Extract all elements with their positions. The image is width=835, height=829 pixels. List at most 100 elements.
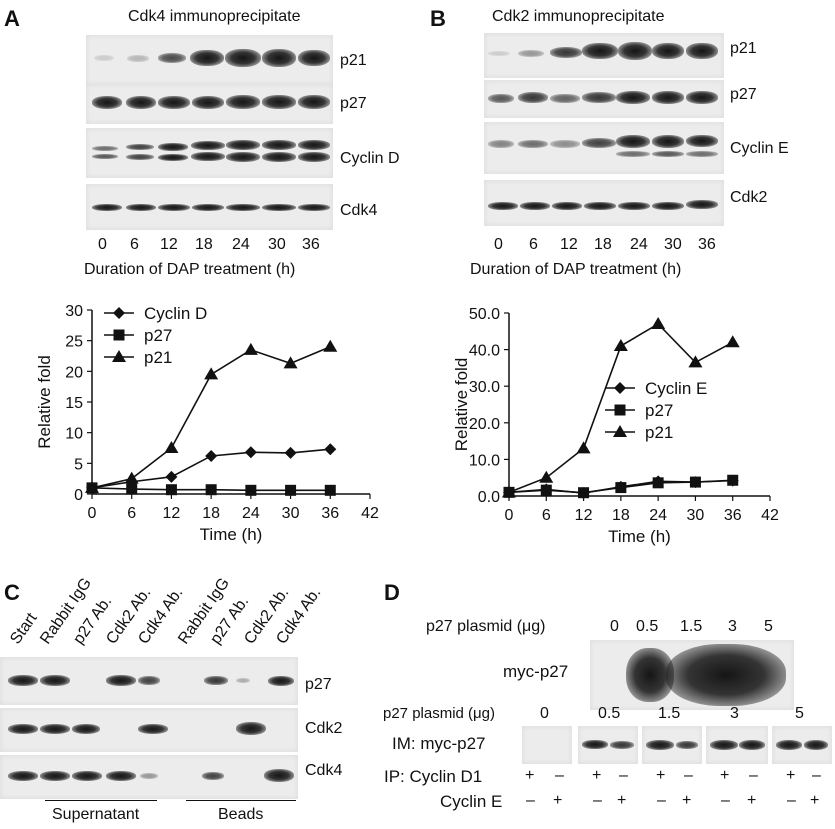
right-xtick-label-5: 30 [687,507,705,524]
d-bottom-dose-15: 1.5 [658,705,681,722]
cyc-sign-6: + [682,792,692,809]
right-ytick-label-5: 50.0 [469,306,500,323]
group-label-beads: Beads [218,806,264,823]
right-xtick-label-2: 12 [575,507,593,524]
blot-b-label-p27: p27 [730,86,757,103]
right-ylabel: Relative fold [452,358,471,452]
blot-a-p27 [86,84,333,124]
blot-c-label-cdk2: Cdk2 [305,720,343,737]
d-bottom-dose-3: 3 [730,705,739,722]
d-bottom-dose-0: 0 [540,705,549,722]
d-top-dose-15: 1.5 [680,618,703,635]
left-ytick-label-6: 30 [65,303,83,320]
ip-sign-4: – [619,767,628,784]
blot-a-label-p27: p27 [340,95,367,112]
lane-b-12: 12 [560,236,578,253]
d-top-blot-label: myc-p27 [503,662,569,681]
right-xtick-label-0: 0 [505,507,514,524]
lane-b-6: 6 [529,236,538,253]
right-legend-label-0: Cyclin E [645,379,707,398]
d-bottom-dose-5: 5 [795,705,804,722]
left-point-2-3 [204,367,219,380]
left-point-1-3 [205,484,217,496]
left-point-1-2 [165,484,177,496]
right-xtick-label-7: 42 [761,507,779,524]
d-bottom-dose-05: 0.5 [598,705,621,722]
cyc-sign-5: – [657,792,666,809]
right-ytick-label-0: 0.0 [478,489,500,506]
left-point-2-2 [164,441,179,453]
right-point-2-6 [725,335,740,348]
left-ytick-label-1: 5 [74,456,83,473]
left-xtick-label-7: 42 [361,505,379,522]
panel-a-xlabel: Duration of DAP treatment (h) [84,261,296,278]
lane-a-30: 30 [268,236,286,253]
right-point-2-4 [651,316,666,329]
left-legend-marker-2 [112,350,126,362]
right-xlabel: Time (h) [608,527,671,546]
blot-d-dose-15 [642,726,702,764]
blot-a-cdk4 [86,184,333,230]
blot-c-label-p27: p27 [305,676,332,693]
chart-cdk4-relative-fold: 0 5 10 15 20 25 30 0 6 12 18 24 30 36 42 Time (h) Relati… [35,303,379,544]
blot-c-cdk2 [0,708,298,752]
blot-a-label-cdk4: Cdk4 [340,202,378,219]
cyc-sign-2: + [553,792,563,809]
left-legend-marker-0 [113,307,125,319]
blot-b-label-cycline: Cyclin E [730,140,789,157]
d-bottom-blot-label: IM: myc-p27 [392,734,486,753]
blot-b-cdk2 [484,180,724,226]
blot-d-dose-05 [578,726,638,764]
group-label-supernatant: Supernatant [52,806,140,823]
cyc-sign-9: – [787,792,796,809]
cyc-sign-3: – [593,792,602,809]
blot-d-dose-0 [522,726,572,764]
panel-a-letter: A [4,6,20,31]
left-ytick-label-5: 25 [65,334,83,351]
left-ytick-label-4: 20 [65,364,83,381]
blot-b-p27 [484,80,724,118]
left-point-2-0 [85,480,99,493]
lane-b-30: 30 [664,236,682,253]
right-point-2-5 [688,355,703,368]
panel-d-letter: D [384,580,400,605]
d-cyc-row-label: Cyclin E [440,792,503,811]
right-ytick-label-4: 40.0 [469,343,500,360]
blot-b-label-p21: p21 [730,40,757,57]
left-point-0-2 [165,470,178,483]
right-point-2-0 [502,485,516,498]
left-point-2-1 [124,471,139,484]
blot-c-p27 [0,657,298,705]
left-legend-marker-1 [113,329,125,341]
lane-b-36: 36 [698,236,716,253]
ip-sign-2: – [555,767,564,784]
ip-sign-8: – [749,767,758,784]
left-point-0-4 [244,446,257,459]
ip-sign-1: + [525,767,535,784]
right-xtick-label-1: 6 [542,507,551,524]
left-point-0-3 [205,449,218,462]
left-legend-label-1: p27 [144,326,172,345]
lane-b-0: 0 [494,236,503,253]
blot-b-p21 [484,33,724,78]
underline-beads [186,800,296,801]
ip-sign-10: – [812,767,821,784]
left-xtick-label-4: 24 [242,505,260,522]
lane-c-start: Start [7,609,41,648]
left-point-0-6 [324,443,337,456]
left-xtick-label-2: 12 [163,505,181,522]
right-xtick-label-4: 24 [649,507,667,524]
d-bottom-row-label: p27 plasmid (μg) [383,705,496,722]
right-legend-label-2: p21 [645,423,673,442]
lane-b-24: 24 [630,236,648,253]
d-top-row-label: p27 plasmid (μg) [426,618,546,635]
blot-a-label-p21: p21 [340,52,367,69]
left-ytick-label-3: 15 [65,395,83,412]
blot-b-label-cdk2: Cdk2 [730,189,768,206]
cyc-sign-8: + [747,792,757,809]
left-xtick-label-5: 30 [282,505,300,522]
lane-a-18: 18 [195,236,213,253]
blot-c-label-cdk4: Cdk4 [305,762,343,779]
right-xtick-label-3: 18 [612,507,630,524]
left-legend-label-0: Cyclin D [144,304,207,323]
